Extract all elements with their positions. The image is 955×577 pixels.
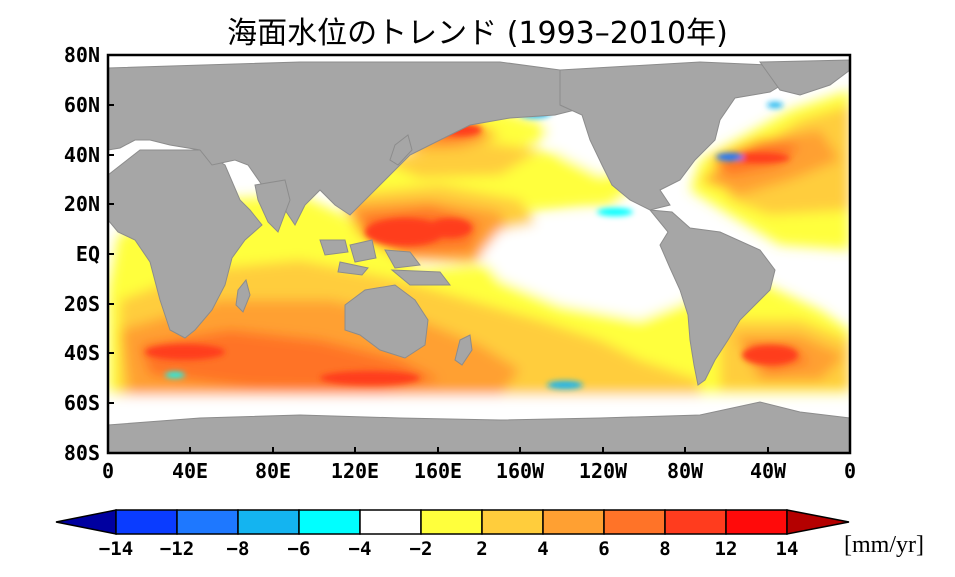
colorbar-tick: 2: [476, 538, 487, 560]
lon-tick-80w: 80W: [667, 459, 704, 483]
colorbar-cell: [420, 509, 483, 535]
new-zealand-landmass: [454, 334, 473, 366]
colorbar: −14 −12 −8 −6 −4 −2 2 4 6 8 12 14 [mm/yr…: [55, 509, 924, 560]
colorbar-tick: −8: [227, 538, 250, 560]
lon-tick-0-east: 0: [844, 459, 856, 483]
lon-tick-120e: 120E: [331, 459, 379, 483]
colorbar-cell: [237, 509, 300, 535]
greenland-landmass: [759, 59, 850, 96]
colorbar-cell: [298, 509, 361, 535]
madagascar-landmass: [235, 278, 251, 313]
colorbar-high-extension: [786, 509, 850, 535]
colorbar-unit-label: [mm/yr]: [844, 532, 924, 558]
longitude-tick-marks: [189, 447, 769, 453]
colorbar-tick: −4: [349, 538, 372, 560]
colorbar-tick: 6: [598, 538, 609, 560]
colorbar-cell: [603, 509, 666, 535]
colorbar-cell: [725, 509, 788, 535]
lon-tick-0: 0: [102, 459, 114, 483]
lon-tick-160w: 160W: [496, 459, 545, 483]
strong-trend-patches: [145, 102, 798, 389]
lat-tick-80n: 80N: [64, 43, 100, 67]
colorbar-tick: −12: [160, 538, 194, 560]
africa-landmass: [108, 149, 263, 339]
lon-tick-160e: 160E: [414, 459, 462, 483]
antarctica-landmass: [108, 401, 850, 453]
lat-tick-40s: 40S: [64, 341, 100, 365]
colorbar-cell: [481, 509, 544, 535]
colorbar-tick-labels: −14 −12 −8 −6 −4 −2 2 4 6 8 12 14: [99, 538, 799, 560]
colorbar-tick: −14: [99, 538, 133, 560]
land-masses: [108, 59, 850, 453]
lat-tick-80s: 80S: [64, 441, 100, 465]
lat-tick-40n: 40N: [64, 143, 100, 167]
map-title: 海面水位のトレンド (1993–2010年): [227, 16, 728, 51]
lat-tick-60s: 60S: [64, 391, 100, 415]
lat-tick-60n: 60N: [64, 93, 100, 117]
colorbar-cell: [359, 509, 422, 535]
colorbar-tick: 4: [537, 538, 548, 560]
longitude-axis: 0 40E 80E 120E 160E 160W 120W 80W 40W 0: [102, 459, 856, 483]
lon-tick-40e: 40E: [172, 459, 208, 483]
colorbar-cell: [542, 509, 605, 535]
lon-tick-40w: 40W: [750, 459, 787, 483]
lat-tick-eq: EQ: [76, 242, 100, 266]
colorbar-cell: [176, 509, 239, 535]
lat-tick-20n: 20N: [64, 192, 100, 216]
colorbar-tick: 12: [715, 538, 738, 560]
maritime-continent: [319, 239, 452, 286]
lat-tick-20s: 20S: [64, 292, 100, 316]
colorbar-tick: 14: [776, 538, 799, 560]
colorbar-cell: [664, 509, 727, 535]
map-panel: 80N 60N 40N 20N EQ 20S 40S 60S 80S 0 40E…: [64, 43, 856, 483]
colorbar-tick: 8: [659, 538, 670, 560]
colorbar-low-extension: [55, 509, 117, 535]
lon-tick-80e: 80E: [255, 459, 291, 483]
latitude-axis: 80N 60N 40N 20N EQ 20S 40S 60S 80S: [64, 43, 100, 465]
colorbar-cells: [55, 509, 850, 535]
colorbar-tick: −2: [410, 538, 433, 560]
lon-tick-120w: 120W: [579, 459, 628, 483]
colorbar-cell: [115, 509, 178, 535]
india-landmass: [254, 179, 291, 233]
latitude-tick-marks: [108, 54, 114, 404]
south-america-landmass: [648, 209, 776, 386]
australia-landmass: [344, 284, 429, 359]
colorbar-tick: −6: [288, 538, 311, 560]
japan-landmass: [389, 134, 413, 166]
